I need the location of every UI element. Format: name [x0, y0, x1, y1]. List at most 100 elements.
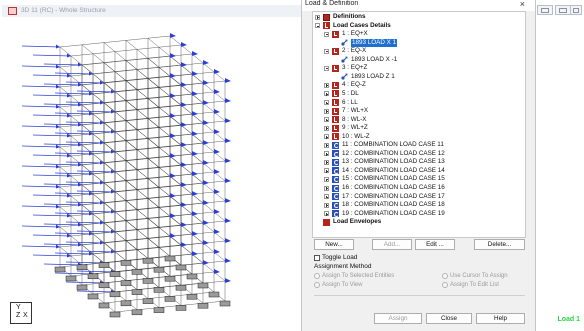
tree-item-label: 16 : COMBINATION LOAD CASE 16 [342, 184, 445, 191]
window-maximize-button[interactable] [555, 5, 571, 15]
tree-item[interactable]: 17 : COMBINATION LOAD CASE 17 [313, 193, 525, 201]
assign-button[interactable]: Assign [374, 313, 422, 324]
assign-view-radio[interactable] [314, 282, 320, 288]
tree-item[interactable]: 1893 LOAD X -1 [313, 56, 525, 64]
add-button[interactable]: Add... [372, 239, 412, 250]
combination-icon [332, 201, 339, 209]
frame-member [43, 163, 83, 166]
tree-item[interactable]: Load Cases Details [313, 22, 525, 30]
tree-item[interactable]: 1893 LOAD X 1 [313, 38, 525, 47]
frame-member [125, 80, 138, 90]
tree-item[interactable]: 11 : COMBINATION LOAD CASE 11 [313, 141, 525, 149]
toggle-load-checkbox[interactable] [314, 255, 320, 261]
expand-icon[interactable] [324, 100, 329, 105]
frame-member [169, 216, 182, 226]
expand-icon[interactable] [315, 14, 320, 20]
frame-member [32, 134, 72, 137]
tree-item[interactable]: 8 : WL-X [313, 116, 525, 124]
tree-item[interactable]: 18 : COMBINATION LOAD CASE 18 [313, 201, 525, 209]
tree-item[interactable]: 12 : COMBINATION LOAD CASE 12 [313, 150, 525, 158]
expand-icon[interactable] [324, 151, 329, 157]
structure-3d-view[interactable] [0, 17, 312, 331]
tree-item[interactable]: 13 : COMBINATION LOAD CASE 13 [313, 158, 525, 166]
expand-icon[interactable] [324, 159, 329, 165]
axis-y-label: Y [16, 304, 21, 311]
window-restore-button[interactable] [537, 5, 553, 15]
load-tree[interactable]: Definitions Load Cases Details 1 : EQ+X 189… [312, 11, 526, 238]
frame-member [125, 198, 149, 201]
delete-button[interactable]: Delete... [474, 239, 525, 250]
collapse-icon[interactable] [324, 31, 329, 37]
close-button[interactable]: Close [426, 313, 472, 324]
load-arrowhead [67, 233, 71, 238]
collapse-icon[interactable] [324, 65, 329, 71]
tree-item[interactable]: 2 : EQ-X [313, 47, 525, 55]
expand-icon[interactable] [324, 117, 329, 123]
expand-icon[interactable] [324, 176, 329, 182]
tree-item[interactable]: 5 : DL [313, 90, 525, 98]
tree-item[interactable]: 15 : COMBINATION LOAD CASE 15 [313, 175, 525, 183]
load-arrowhead [89, 131, 93, 136]
tree-item[interactable]: 7 : WL+X [313, 107, 525, 115]
tree-item[interactable]: 1893 LOAD Z 1 [313, 73, 525, 81]
tree-item[interactable]: 1 : EQ+X [313, 30, 525, 38]
tree-item[interactable]: 6 : LL [313, 99, 525, 107]
frame-member [125, 38, 149, 41]
load-arrowhead [100, 80, 104, 85]
definitions-icon [323, 13, 330, 21]
window-extra-button[interactable] [570, 5, 582, 15]
tree-item-label: 17 : COMBINATION LOAD CASE 17 [342, 192, 445, 200]
combination-icon [332, 175, 339, 183]
expand-icon[interactable] [324, 142, 329, 148]
load-arrowhead [192, 171, 198, 176]
tree-item[interactable]: 4 : EQ-Z [313, 81, 525, 89]
frame-member [180, 205, 193, 215]
close-icon[interactable]: × [519, 0, 525, 9]
load-arrowhead [214, 209, 220, 214]
collapse-icon[interactable] [315, 23, 320, 29]
tree-item-label: 1893 LOAD X 1 [351, 38, 398, 47]
tree-item[interactable]: 9 : WL+Z [313, 124, 525, 132]
collapse-icon[interactable] [324, 48, 329, 54]
load-arrowhead [203, 120, 209, 125]
edit-list-radio[interactable] [442, 282, 448, 288]
dialog-title-bar[interactable]: Load & Definition × [302, 0, 535, 11]
new-button[interactable]: New... [314, 239, 354, 250]
expand-icon[interactable] [324, 202, 329, 208]
load-arrowhead [56, 224, 60, 229]
cursor-assign-radio[interactable] [442, 273, 448, 279]
viewport-title-bar[interactable]: 3D 11 (RC) - Whole Structure [2, 5, 310, 17]
expand-icon[interactable] [324, 168, 329, 174]
frame-member [32, 254, 72, 257]
tree-item[interactable]: 3 : EQ+Z [313, 64, 525, 72]
help-button[interactable]: Help [476, 313, 525, 324]
expand-icon[interactable] [324, 125, 329, 131]
tree-item[interactable]: 10 : WL-Z [313, 133, 525, 141]
tree-item[interactable]: Definitions [313, 13, 525, 21]
tree-item[interactable]: 16 : COMBINATION LOAD CASE 16 [313, 184, 525, 192]
expand-icon[interactable] [324, 91, 329, 97]
frame-member [81, 184, 94, 195]
support-node [87, 293, 99, 300]
frame-member [59, 206, 72, 217]
expand-icon[interactable] [324, 134, 329, 140]
frame-member [180, 225, 193, 235]
edit-button[interactable]: Edit ... [415, 239, 455, 250]
expand-icon[interactable] [324, 82, 329, 88]
frame-member [158, 187, 171, 197]
load-arrowhead [192, 251, 198, 256]
expand-icon[interactable] [324, 108, 329, 114]
frame-member [76, 150, 116, 153]
tree-item[interactable]: Load Envelopes [313, 218, 525, 226]
expand-icon[interactable] [324, 185, 329, 191]
tree-item[interactable]: 19 : COMBINATION LOAD CASE 19 [313, 210, 525, 218]
frame-member [54, 92, 94, 95]
frame-member [136, 109, 149, 119]
frame-member [158, 47, 171, 57]
load-arrowhead [203, 100, 209, 105]
expand-icon[interactable] [324, 194, 329, 200]
assign-selected-radio[interactable] [314, 273, 320, 279]
frame-member [32, 74, 72, 77]
expand-icon[interactable] [324, 211, 329, 217]
tree-item[interactable]: 14 : COMBINATION LOAD CASE 14 [313, 167, 525, 175]
